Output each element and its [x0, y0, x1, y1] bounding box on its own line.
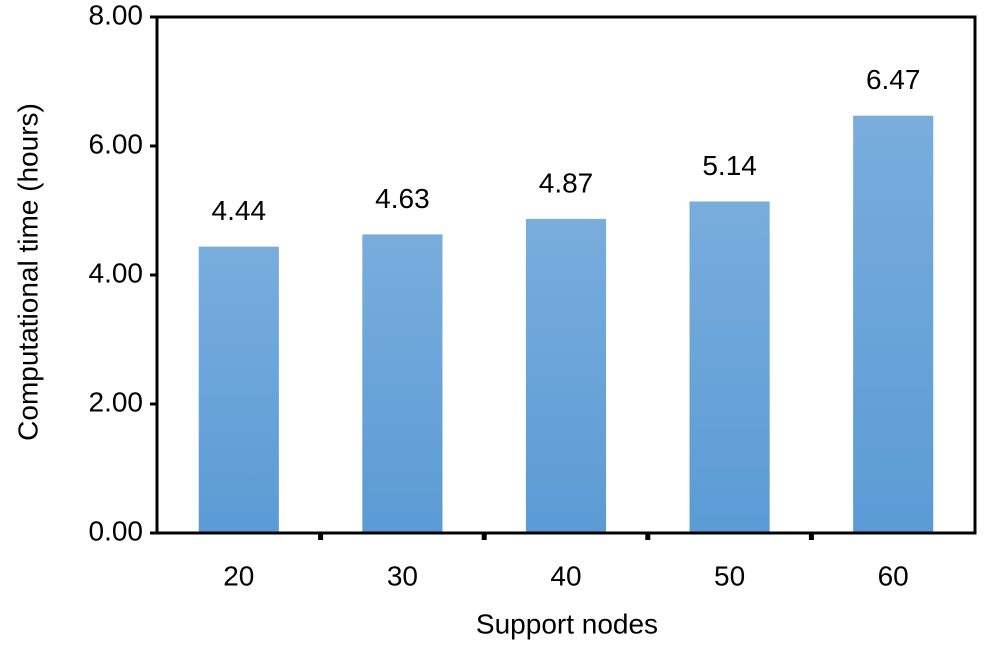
data-label: 6.47 [866, 64, 921, 95]
y-tick-label: 2.00 [89, 386, 144, 417]
x-tick-label: 40 [550, 560, 581, 591]
x-tick-label: 20 [223, 560, 254, 591]
x-tick-label: 30 [387, 560, 418, 591]
bar [198, 246, 279, 533]
y-tick-label: 0.00 [89, 515, 144, 546]
data-label: 4.63 [375, 183, 430, 214]
bar [853, 115, 934, 533]
y-axis-label: Computational time (hours) [12, 103, 43, 441]
x-axis-label: Support nodes [476, 608, 658, 639]
y-tick-label: 6.00 [89, 128, 144, 159]
data-label: 5.14 [702, 150, 757, 181]
y-tick-label: 8.00 [89, 0, 144, 30]
bar [689, 201, 770, 533]
plot-frame [155, 15, 977, 535]
x-tick-label: 60 [878, 560, 909, 591]
data-label: 4.87 [539, 167, 594, 198]
bar [362, 234, 443, 534]
x-tick-label: 50 [714, 560, 745, 591]
data-label: 4.44 [212, 195, 267, 226]
y-tick-label: 4.00 [89, 257, 144, 288]
bar [525, 218, 607, 533]
